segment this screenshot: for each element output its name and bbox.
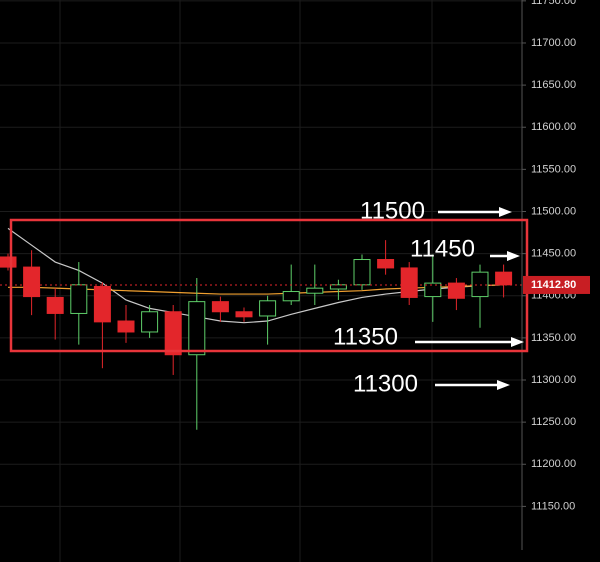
candle-body [400, 267, 418, 298]
arrow-head [507, 251, 520, 261]
vertical-grid [59, 0, 433, 562]
candle-body [164, 311, 182, 356]
last-price-label: 11412.80 [531, 279, 576, 291]
candle-body [188, 301, 206, 356]
candle-body [447, 282, 465, 299]
arrow-head [497, 380, 510, 390]
y-tick-label: 11500.00 [531, 205, 576, 217]
candle-body [353, 259, 371, 286]
candle-body [211, 301, 229, 313]
candle-body [0, 256, 17, 268]
y-tick-label: 11200.00 [531, 458, 576, 470]
candle-body [329, 284, 347, 290]
candle-body [235, 311, 253, 318]
annotation-label: 11300 [353, 370, 418, 397]
annotation-label: 11500 [360, 197, 425, 224]
y-tick-label: 11550.00 [531, 163, 576, 175]
annotation-label: 11350 [333, 323, 398, 350]
arrow-head [499, 207, 512, 217]
y-tick-label: 11250.00 [531, 416, 576, 428]
candle-body [306, 287, 324, 294]
candle-body [93, 285, 111, 323]
y-tick-label: 11350.00 [531, 332, 576, 344]
annotations: 11500 11450 11350 11300 [333, 197, 524, 397]
candle-body [259, 300, 277, 317]
candle-body [471, 271, 489, 298]
moving-average [8, 284, 504, 295]
y-tick-label: 11700.00 [531, 37, 576, 49]
candle-body [46, 296, 64, 314]
annotation-label: 11450 [410, 235, 475, 262]
candle-body [495, 271, 513, 286]
candle-body [424, 282, 442, 298]
candle-body [117, 320, 135, 333]
y-tick-label: 11600.00 [531, 121, 576, 133]
candle-body [282, 291, 300, 302]
candle-body [377, 259, 395, 269]
plot [0, 227, 522, 430]
y-tick-label: 11150.00 [531, 500, 575, 512]
y-tick-label: 11450.00 [531, 248, 576, 260]
candle-body [23, 266, 41, 298]
y-tick-label: 11300.00 [531, 374, 576, 386]
y-tick-label: 11650.00 [531, 79, 576, 91]
moving-average [7, 227, 504, 324]
arrow-head [511, 337, 524, 347]
candle-body [141, 311, 159, 333]
last-price-box [523, 275, 590, 294]
candle-body [70, 284, 88, 314]
y-tick-label: 11750.00 [531, 0, 576, 7]
